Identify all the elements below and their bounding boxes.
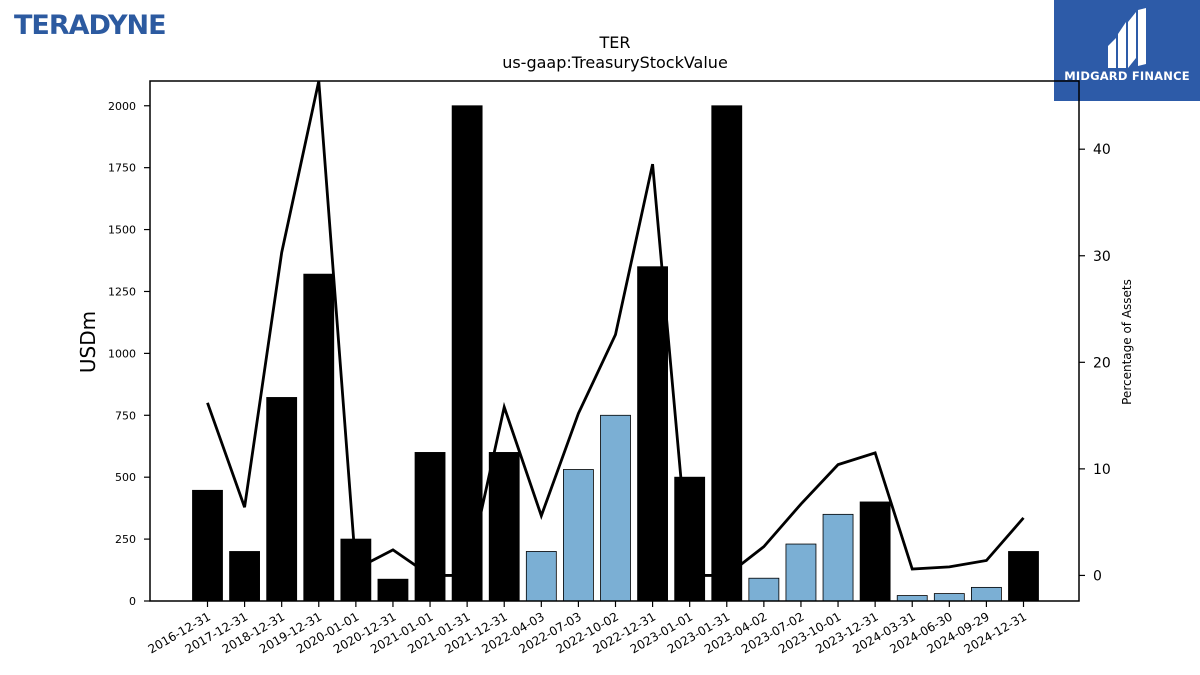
- y-tick-label: 0: [129, 595, 136, 608]
- y-tick-label: 750: [115, 409, 136, 422]
- y-tick-label: 1500: [108, 224, 136, 237]
- bar-2022-12-31: [637, 266, 668, 602]
- chart-title: TER: [599, 33, 631, 52]
- bar-2017-12-31: [229, 551, 260, 602]
- bar-2021-01-01: [414, 452, 446, 602]
- y-tick-label: 250: [115, 533, 136, 546]
- bar-2020-12-31: [377, 578, 409, 602]
- bar-2024-12-31: [1008, 551, 1039, 602]
- y2-tick-label: 30: [1093, 249, 1111, 265]
- bar-2022-04-03: [525, 551, 557, 602]
- bar-2023-01-01: [674, 476, 706, 602]
- y2-axis-label: Percentage of Assets: [1120, 279, 1134, 405]
- y-tick-label: 1250: [108, 285, 136, 298]
- midgard-m-icon: [1108, 8, 1146, 68]
- y-tick-label: 1000: [108, 347, 136, 360]
- bar-2016-12-31: [192, 489, 223, 602]
- chart-subtitle: us-gaap:TreasuryStockValue: [502, 53, 728, 72]
- bar-2023-10-01: [822, 513, 854, 602]
- plot-frame: [149, 80, 1080, 602]
- bar-2019-12-31: [303, 273, 335, 602]
- bar-2018-12-31: [266, 397, 298, 602]
- y2-tick-label: 40: [1093, 142, 1111, 158]
- bar-2022-07-03: [563, 469, 594, 602]
- y-tick-label: 1750: [108, 162, 136, 175]
- bar-2024-06-30: [933, 593, 965, 602]
- y2-tick-label: 20: [1093, 355, 1111, 371]
- bar-2024-09-29: [971, 586, 1002, 602]
- y2-tick-label: 10: [1093, 462, 1111, 478]
- bar-2023-07-02: [785, 543, 817, 602]
- midgard-finance-logo: MIDGARD FINANCE: [1054, 0, 1200, 101]
- bar-2023-01-31: [711, 105, 743, 602]
- bar-2024-03-31: [896, 595, 928, 602]
- percentage-of-assets-line: [206, 80, 1025, 577]
- bar-2021-12-31: [488, 452, 520, 602]
- y2-tick-label: 0: [1093, 568, 1102, 584]
- y-tick-label: 500: [115, 471, 136, 484]
- bar-2022-10-02: [600, 414, 631, 602]
- teradyne-logo: TERADYNE: [14, 10, 167, 41]
- midgard-finance-name: MIDGARD FINANCE: [1064, 69, 1190, 83]
- y-axis-label: USDm: [76, 311, 100, 373]
- y-tick-label: 2000: [108, 100, 136, 113]
- bar-2023-04-02: [748, 577, 780, 602]
- bar-2023-12-31: [859, 501, 891, 602]
